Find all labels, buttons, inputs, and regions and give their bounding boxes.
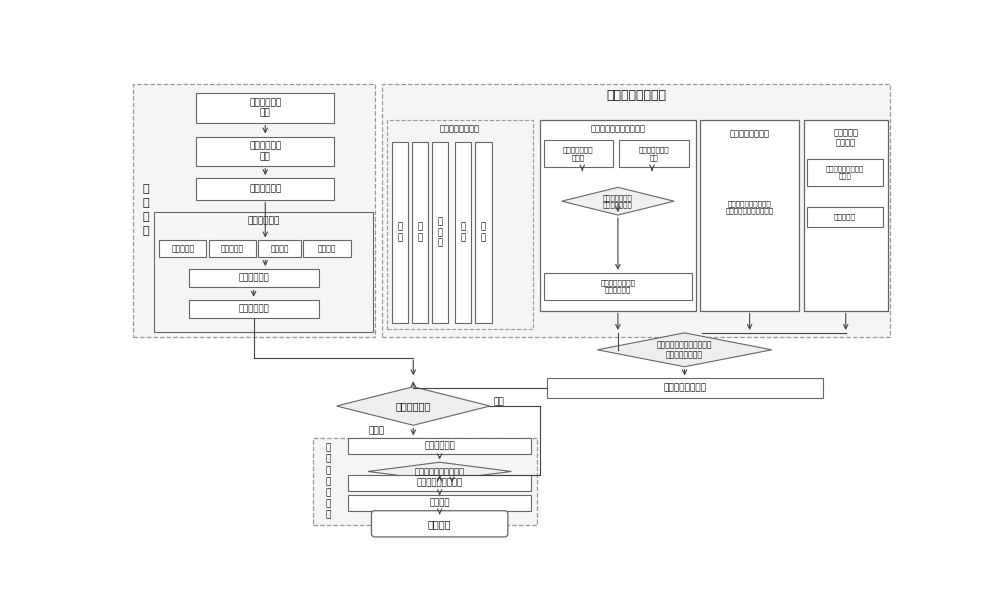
FancyBboxPatch shape — [412, 142, 428, 323]
Text: 平衡: 平衡 — [493, 397, 504, 406]
Text: 水
电: 水 电 — [397, 223, 402, 242]
Text: 电力需求预测: 电力需求预测 — [248, 217, 280, 226]
Text: 外
来
电
综
合
评
估: 外 来 电 综 合 评 估 — [325, 443, 331, 519]
FancyBboxPatch shape — [392, 142, 408, 323]
FancyBboxPatch shape — [313, 439, 537, 525]
FancyBboxPatch shape — [547, 378, 822, 398]
Polygon shape — [562, 188, 674, 215]
Text: 太
阳
能: 太 阳 能 — [437, 217, 443, 247]
Text: 能源需求预测: 能源需求预测 — [249, 185, 281, 194]
FancyBboxPatch shape — [540, 120, 696, 310]
FancyBboxPatch shape — [196, 93, 334, 123]
Text: 煤产量支撑
装机测算: 煤产量支撑 装机测算 — [833, 128, 858, 148]
Text: 比较运力、环保约束、煤量
支撑最大装机规模: 比较运力、环保约束、煤量 支撑最大装机规模 — [657, 340, 712, 359]
FancyBboxPatch shape — [807, 208, 883, 227]
Text: 不平衡: 不平衡 — [369, 426, 385, 435]
FancyBboxPatch shape — [382, 84, 890, 337]
Text: 氮化物排放约束
测算: 氮化物排放约束 测算 — [639, 146, 670, 160]
Text: 最大负荷预测: 最大负荷预测 — [238, 273, 269, 283]
Text: 产业分类: 产业分类 — [270, 244, 289, 253]
Text: 确定煤电支撑规模: 确定煤电支撑规模 — [663, 384, 706, 393]
Text: 清洁能源开发布局: 清洁能源开发布局 — [440, 124, 480, 133]
Text: 需
求
预
测: 需 求 预 测 — [143, 185, 149, 237]
Polygon shape — [337, 387, 490, 425]
FancyBboxPatch shape — [209, 240, 256, 257]
Polygon shape — [597, 333, 772, 367]
FancyBboxPatch shape — [196, 178, 334, 200]
Text: 运力支撑装机测算: 运力支撑装机测算 — [730, 129, 770, 138]
FancyBboxPatch shape — [807, 159, 883, 186]
Text: 省煤量预测: 省煤量预测 — [834, 214, 856, 220]
Text: 输电、输煤经济性比较: 输电、输煤经济性比较 — [415, 467, 465, 476]
Text: 二氧化硫排放约
束测算: 二氧化硫排放约 束测算 — [563, 146, 594, 160]
FancyBboxPatch shape — [387, 120, 533, 329]
FancyBboxPatch shape — [348, 439, 531, 454]
Text: 总量分解: 总量分解 — [318, 244, 337, 253]
FancyBboxPatch shape — [348, 495, 531, 511]
Text: 其
他: 其 他 — [481, 223, 486, 242]
FancyBboxPatch shape — [804, 120, 888, 310]
FancyBboxPatch shape — [196, 137, 334, 166]
Text: 电力供需平衡: 电力供需平衡 — [396, 401, 431, 411]
FancyBboxPatch shape — [700, 120, 799, 310]
Text: 受入时序评级及优化: 受入时序评级及优化 — [417, 479, 463, 488]
Text: 从全国范围预测煤产
量预测: 从全国范围预测煤产 量预测 — [826, 165, 864, 180]
Text: 核
电: 核 电 — [461, 223, 466, 242]
FancyBboxPatch shape — [133, 84, 375, 337]
Text: 人均电量法: 人均电量法 — [221, 244, 244, 253]
FancyBboxPatch shape — [371, 511, 508, 537]
FancyBboxPatch shape — [475, 142, 492, 323]
FancyBboxPatch shape — [455, 142, 471, 323]
Text: 弹性系数法: 弹性系数法 — [171, 244, 194, 253]
Text: 风
电: 风 电 — [417, 223, 422, 242]
FancyBboxPatch shape — [258, 240, 301, 257]
FancyBboxPatch shape — [619, 140, 689, 168]
Text: 比较二氧化碳与
氮化物测算结果: 比较二氧化碳与 氮化物测算结果 — [603, 194, 633, 208]
FancyBboxPatch shape — [432, 142, 448, 323]
FancyBboxPatch shape — [189, 299, 319, 318]
Text: 确定环保约束最大
支撑装机规模: 确定环保约束最大 支撑装机规模 — [600, 279, 635, 293]
FancyBboxPatch shape — [154, 212, 373, 332]
Text: 综合分析预测: 综合分析预测 — [238, 304, 269, 313]
Text: 测算铁路外调、水运等
确定运力可支撑装机规模: 测算铁路外调、水运等 确定运力可支撑装机规模 — [726, 200, 774, 214]
FancyBboxPatch shape — [189, 269, 319, 287]
Text: 省级经济分析
预测: 省级经济分析 预测 — [249, 142, 281, 161]
Text: 输出结果: 输出结果 — [428, 519, 451, 529]
Text: 全国经济分析
预测: 全国经济分析 预测 — [249, 99, 281, 118]
Text: 综合分析: 综合分析 — [429, 499, 450, 508]
FancyBboxPatch shape — [159, 240, 206, 257]
Text: 环保约束可支撑装机测算: 环保约束可支撑装机测算 — [590, 124, 645, 133]
Text: 本地供应规模布局: 本地供应规模布局 — [606, 89, 666, 102]
FancyBboxPatch shape — [303, 240, 351, 257]
FancyBboxPatch shape — [544, 140, 613, 168]
FancyBboxPatch shape — [348, 476, 531, 491]
FancyBboxPatch shape — [544, 273, 692, 299]
Text: 经济性性分析: 经济性性分析 — [424, 442, 455, 451]
Polygon shape — [368, 462, 511, 481]
